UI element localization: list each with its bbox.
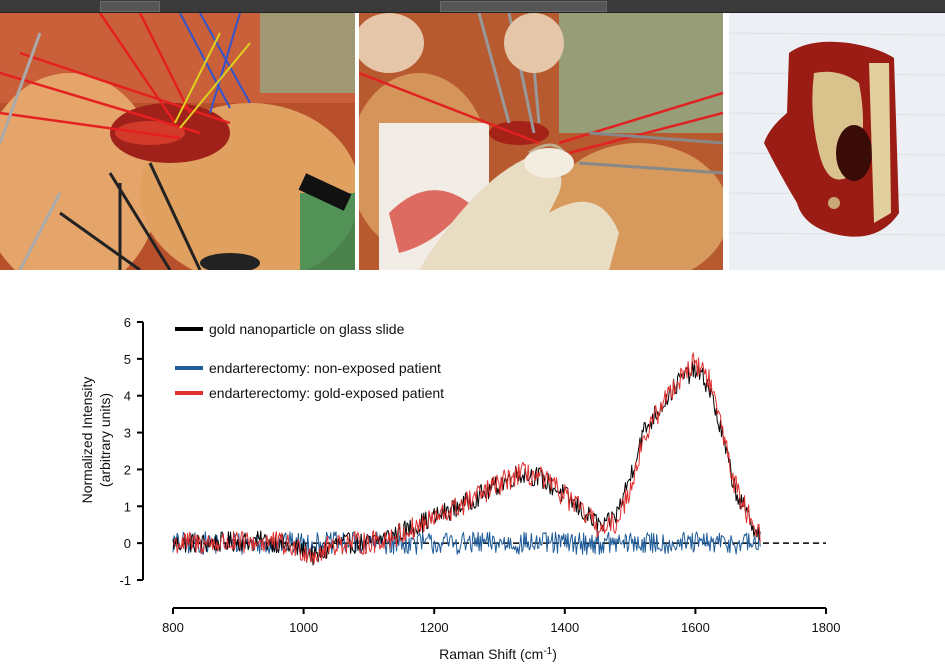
x-axis-title: Raman Shift (cm-1) [439, 646, 557, 662]
chart-canvas: -1 0 1 2 3 4 5 6 800 1000 1200 1400 1600 1800 gold na… [79, 315, 841, 662]
y-tick-label: 1 [124, 499, 131, 514]
y-tick-label: 4 [124, 389, 131, 404]
x-tick-label: 1200 [420, 620, 449, 635]
surgery-photo-1 [0, 13, 355, 270]
toolbar-field[interactable] [100, 1, 160, 12]
y-axis-title: Normalized Intensity [79, 377, 95, 504]
y-tick-label: 0 [124, 536, 131, 551]
legend-label-gold-nanoparticle: gold nanoparticle on glass slide [209, 321, 405, 337]
y-axis-subtitle: (arbitrary units) [97, 393, 113, 487]
toolbar-field[interactable] [440, 1, 607, 12]
y-tick-label: 6 [124, 315, 131, 330]
x-tick-label: 800 [162, 620, 184, 635]
series-line-1 [172, 531, 761, 555]
x-tick-label: 1000 [289, 620, 318, 635]
series-line-2 [172, 352, 761, 565]
x-tick-label: 1800 [812, 620, 841, 635]
legend-label-non-exposed: endarterectomy: non-exposed patient [209, 360, 441, 376]
specimen-photo [729, 13, 945, 270]
y-tick-label: 5 [124, 352, 131, 367]
x-tick-label: 1400 [550, 620, 579, 635]
viewer-toolbar [0, 0, 945, 13]
x-tick-label: 1600 [681, 620, 710, 635]
y-tick-label: 2 [124, 462, 131, 477]
surgery-photo-2 [359, 13, 723, 270]
legend-label-gold-exposed: endarterectomy: gold-exposed patient [209, 385, 444, 401]
raman-chart: -1 0 1 2 3 4 5 6 800 1000 1200 1400 1600 1800 gold na… [0, 272, 945, 667]
y-tick-label: -1 [119, 573, 131, 588]
chart-legend: gold nanoparticle on glass slide endarte… [175, 321, 444, 401]
y-tick-label: 3 [124, 426, 131, 441]
